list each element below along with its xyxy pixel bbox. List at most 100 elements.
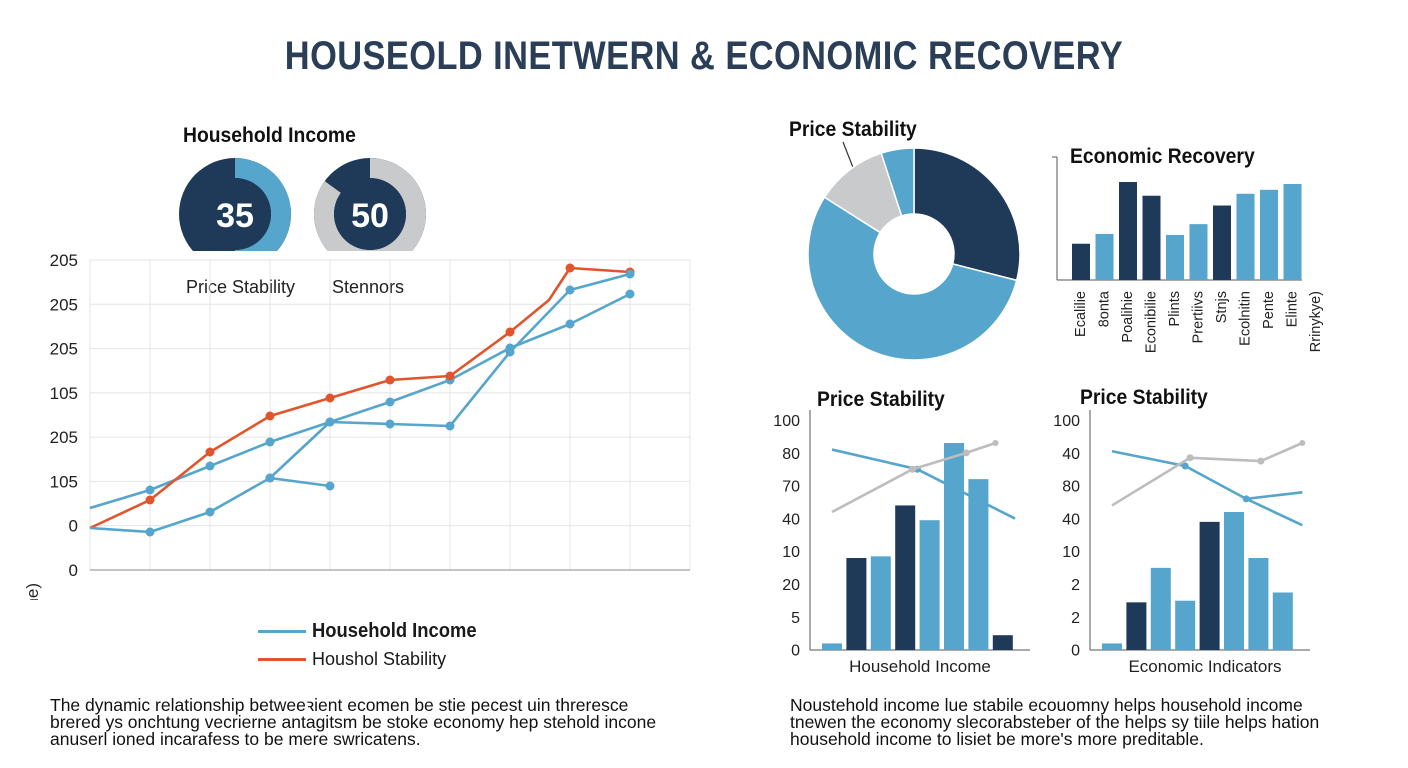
combo-bar	[992, 635, 1013, 650]
line-chart-y-ticks: 205 205 205 105 205 105 0 0	[50, 251, 78, 580]
series-point-2	[145, 527, 155, 537]
gauges-title: Household Income	[183, 124, 356, 147]
line-chart-series	[89, 263, 635, 537]
recovery-bar	[1095, 233, 1114, 280]
recovery-category-label: Ecalilie	[1073, 291, 1089, 337]
recovery-bar	[1142, 195, 1161, 280]
combo-line-point	[992, 440, 999, 446]
combo-right-bars	[1102, 512, 1293, 650]
gauge-2-label: Stennors	[332, 277, 405, 297]
price-stability-donut	[807, 141, 1021, 361]
series-point-2	[625, 269, 635, 279]
combo-left-y-ticks: 100 80 70 40 10 20 5 0	[773, 413, 800, 660]
gauge-1-ring	[235, 158, 291, 251]
recovery-bars	[1072, 182, 1302, 280]
series-point-0	[565, 319, 575, 329]
series-point-2	[385, 419, 395, 429]
combo-left-title: Price Stability	[817, 388, 945, 411]
combo-bar	[1199, 521, 1220, 650]
y-tick-label: 105	[50, 384, 78, 403]
combo-bar	[1102, 643, 1122, 650]
economic-recovery-bar-chart: Ecalilie 8onta Poalihie Econibilie Plints Pre…	[1052, 156, 1324, 353]
recovery-title: Economic Recovery	[1070, 145, 1255, 168]
series-point-1	[445, 371, 455, 381]
combo-bar	[846, 558, 867, 650]
text-right-line-1: Noustehold income lue stabile ecouomny h…	[790, 695, 1303, 715]
combo-line-point	[1242, 495, 1250, 503]
combo-left-bars	[822, 443, 1013, 650]
donut-title: Price Stability	[789, 118, 917, 141]
donut-pointer-line	[842, 141, 855, 171]
series-point-1	[505, 327, 515, 337]
combo-bar	[1248, 558, 1269, 650]
combo-y-tick-label: 2	[1071, 610, 1080, 627]
series-point-1	[265, 411, 275, 421]
donut-hole	[874, 214, 954, 294]
combo-y-tick-label: 0	[1071, 643, 1080, 660]
series-point-2	[565, 285, 575, 295]
combo-bar	[944, 443, 964, 650]
legend-label-stability: Houshol Stability	[312, 649, 447, 669]
combo-y-tick-label: 80	[1062, 479, 1080, 496]
combo-y-tick-label: 40	[1062, 446, 1080, 463]
text-left: The dynamic relationship betweeꝛient eco…	[50, 696, 656, 749]
combo-left-lines	[831, 440, 1016, 520]
line-chart-grid	[89, 259, 691, 571]
series-line-1	[89, 266, 631, 530]
legend-swatch-blue	[258, 630, 306, 633]
combo-line-1	[831, 441, 996, 514]
household-income-line-chart: 205 205 205 105 205 105 0 0 Houseold(income)	[23, 251, 691, 600]
combo-line-0	[1111, 449, 1303, 527]
combo-bar	[1224, 512, 1244, 650]
combo-bar	[822, 643, 842, 650]
recovery-category-label: Poalihie	[1120, 291, 1136, 343]
series-point-0	[265, 437, 275, 447]
recovery-category-label: Stnjs	[1214, 291, 1230, 323]
recovery-tick-labels: Ecalilie 8onta Poalihie Econibilie Plints Pre…	[1073, 290, 1324, 353]
series-point-0	[205, 461, 215, 471]
gauge-1-value: 35	[216, 197, 254, 235]
gauge-2-value: 50	[351, 197, 389, 235]
combo-right-x-label: Economic Indicators	[1128, 657, 1281, 676]
combo-left-x-label: Household Income	[849, 657, 991, 676]
combo-right-lines	[1111, 440, 1306, 527]
series-point-0	[385, 397, 395, 407]
line-chart-y-axis-label: Houseold(income)	[23, 583, 42, 600]
combo-y-tick-label: 100	[1053, 413, 1080, 430]
combo-line-point	[909, 465, 917, 473]
y-tick-label: 205	[50, 340, 78, 359]
series-point-3	[265, 473, 275, 483]
recovery-bar	[1119, 182, 1137, 280]
recovery-category-label: Econibilie	[1144, 291, 1160, 353]
y-tick-label: 105	[50, 472, 78, 491]
text-right-line-2: tnewen the economy slecorabsteber of the…	[790, 712, 1320, 732]
series-line-3	[269, 476, 331, 488]
combo-bar	[919, 520, 940, 650]
combo-chart-left: 100 80 70 40 10 20 5 0 Household Income	[773, 410, 1030, 676]
combo-y-tick-label: 40	[782, 511, 800, 528]
combo-y-tick-label: 70	[782, 479, 800, 496]
line-chart-legend: Household Income Houshol Stability	[258, 620, 491, 670]
combo-bar	[870, 556, 891, 650]
text-right-line-3: household income to lisiet be more's mor…	[790, 729, 1204, 749]
text-left-line-3: anuserl ioned incarafess to be mere swri…	[50, 729, 421, 749]
y-tick-label: 0	[69, 517, 78, 536]
combo-y-tick-label: 0	[791, 643, 800, 660]
combo-line-point	[1181, 462, 1189, 470]
y-tick-label: 205	[50, 251, 78, 270]
combo-y-tick-label: 5	[791, 610, 800, 627]
combo-line-point	[1257, 457, 1265, 465]
recovery-bar	[1260, 189, 1278, 280]
recovery-category-label: Ecolnitin	[1238, 291, 1254, 346]
series-point-1	[205, 447, 215, 457]
combo-line-point	[962, 449, 970, 457]
gauge-stennors: 50	[314, 158, 426, 251]
gauges: 35 50	[179, 158, 426, 251]
series-line-0	[89, 292, 631, 510]
recovery-bar	[1072, 243, 1090, 280]
combo-y-tick-label: 40	[1062, 511, 1080, 528]
legend-label-household-income: Household Income	[312, 620, 477, 642]
recovery-category-label: 8onta	[1097, 290, 1113, 327]
series-point-1	[385, 375, 395, 385]
gauge-1-label: Price Stability	[186, 277, 296, 297]
